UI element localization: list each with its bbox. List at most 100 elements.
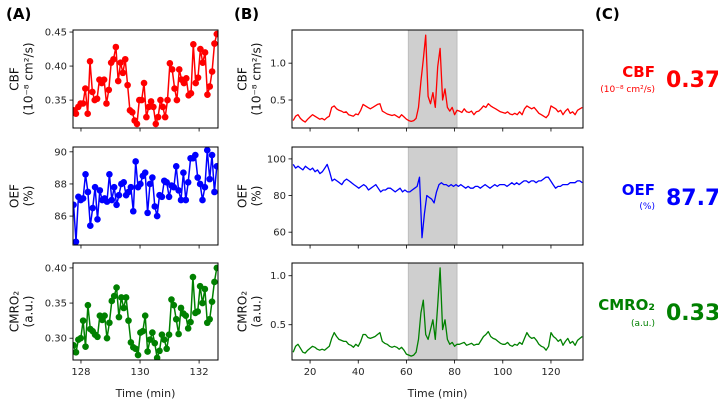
data-point — [122, 294, 130, 301]
data-point — [208, 298, 216, 305]
data-point — [82, 343, 89, 350]
data-point — [192, 79, 199, 87]
data-point — [149, 329, 156, 336]
y-tick-label: 0.40 — [45, 263, 67, 274]
data-point — [113, 201, 120, 209]
data-point — [89, 88, 96, 96]
data-point — [146, 180, 154, 188]
y-tick-label: 0.40 — [45, 62, 67, 73]
data-point — [84, 110, 91, 118]
data-point — [89, 204, 96, 212]
data-point — [93, 95, 101, 103]
summary-cbf-name: CBF — [622, 63, 655, 81]
data-point — [79, 317, 87, 324]
y-tick-label: 0.30 — [45, 334, 67, 345]
data-point — [199, 299, 206, 307]
data-point — [159, 103, 167, 111]
y-tick-label: 60 — [273, 228, 286, 239]
data-point — [201, 49, 209, 56]
summary-cmro2-name: CMRO₂ — [598, 296, 655, 314]
data-point — [182, 312, 190, 320]
series-line — [292, 163, 583, 239]
data-point — [211, 40, 218, 47]
chart-b-cbf: 0.5 1.0 CBF (10⁻⁸ cm²/s) — [236, 29, 584, 132]
data-point — [115, 191, 123, 199]
data-point — [94, 333, 101, 341]
x-tick-label: 132 — [190, 367, 209, 378]
data-point — [213, 162, 218, 170]
y-tick-label: 1.0 — [270, 271, 286, 282]
data-point — [113, 284, 120, 291]
data-point — [140, 79, 148, 87]
data-point — [163, 345, 170, 353]
data-point — [163, 179, 170, 186]
summary-oef-value: 87.7 — [666, 186, 718, 211]
data-point — [101, 312, 108, 320]
data-point — [86, 58, 94, 65]
y-tick-label: 90 — [54, 147, 67, 158]
data-point — [125, 317, 132, 324]
chart-b-cmro2: 0.5 1.0 20 40 60 80 100 120 CMRO₂ (a.u.) Time (min… — [236, 262, 584, 400]
data-point — [171, 85, 178, 92]
y-axis-unit: (a.u.) — [250, 296, 264, 328]
series-b-cbf — [292, 34, 583, 123]
chart-a-cbf: 0.35 0.40 0.45 CBF (10⁻⁸ cm²/s) — [8, 28, 219, 132]
data-point — [108, 196, 116, 204]
data-point — [134, 351, 142, 359]
data-point — [153, 212, 161, 220]
data-point — [213, 30, 218, 38]
data-point — [158, 193, 166, 201]
data-point — [103, 100, 110, 107]
data-point — [127, 339, 135, 346]
data-point — [189, 273, 197, 281]
data-point — [153, 354, 161, 360]
data-point — [112, 43, 120, 51]
data-point — [87, 222, 94, 230]
data-point — [119, 69, 127, 77]
series-a-oef — [73, 147, 218, 245]
summary-cmro2-value: 0.33 — [666, 301, 718, 326]
series-a-cmro2 — [73, 264, 218, 360]
data-point — [132, 345, 139, 353]
data-point — [115, 313, 123, 321]
data-point — [173, 96, 181, 104]
series-b-cmro2 — [292, 267, 583, 357]
data-point — [110, 55, 117, 63]
data-point — [96, 187, 104, 194]
data-point — [127, 183, 135, 191]
x-tick-label: 120 — [541, 367, 560, 378]
data-point — [149, 174, 156, 181]
panel-label-b: (B) — [234, 5, 259, 23]
data-point — [211, 188, 218, 196]
data-point — [196, 282, 204, 290]
y-tick-label: 0.35 — [45, 96, 67, 107]
data-point — [143, 113, 150, 121]
data-point — [138, 96, 145, 104]
series-line — [292, 34, 583, 123]
data-point — [192, 151, 199, 159]
data-point — [166, 60, 174, 67]
data-point — [106, 171, 113, 178]
data-point — [118, 294, 125, 301]
data-point — [100, 76, 108, 83]
axes-frame — [72, 146, 219, 246]
y-axis-label: CBF — [236, 67, 250, 91]
data-point — [177, 304, 185, 312]
panel-label-a: (A) — [6, 5, 31, 23]
data-point — [144, 209, 151, 217]
y-axis-unit: (10⁻⁸ cm²/s) — [22, 43, 36, 116]
data-point — [165, 331, 173, 338]
summary-cmro2: CMRO₂ (a.u.) 0.33 — [598, 296, 718, 329]
shaded-interval — [407, 146, 458, 246]
y-tick-label: 0.45 — [45, 28, 67, 39]
series-line — [292, 267, 583, 357]
data-point — [73, 201, 77, 209]
data-point — [187, 89, 195, 97]
axes-frame — [72, 29, 219, 129]
data-point — [133, 120, 141, 128]
data-point — [151, 203, 159, 210]
y-axis-unit: (%) — [22, 186, 36, 207]
data-point — [204, 91, 211, 98]
summary-oef: OEF (%) 87.7 — [622, 181, 718, 212]
data-point — [208, 151, 216, 159]
